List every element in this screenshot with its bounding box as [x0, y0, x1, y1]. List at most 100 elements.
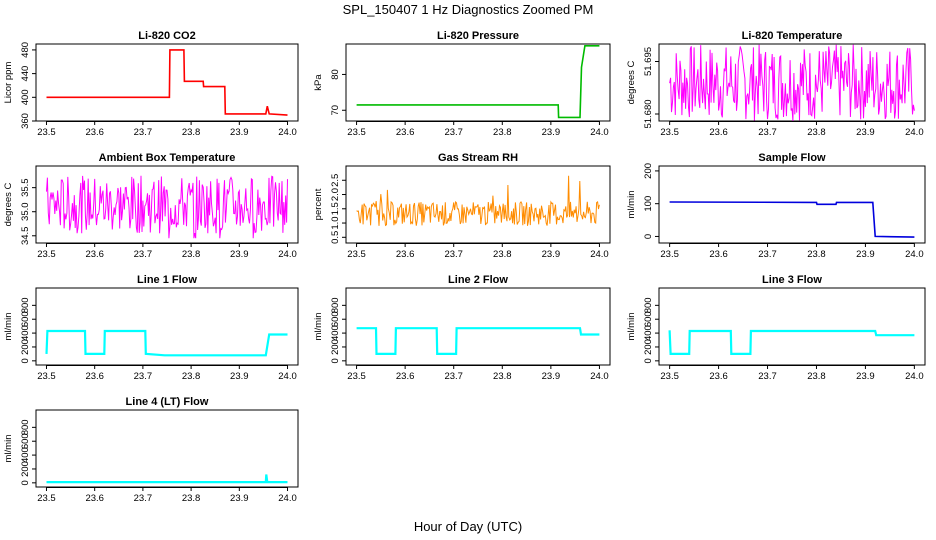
x-tick-label: 23.6	[396, 249, 415, 260]
series-line	[46, 474, 288, 484]
x-tick-label: 23.5	[347, 127, 366, 138]
y-tick-label: 800	[20, 419, 31, 435]
panel-2: Li-820 Pressure kPa 23.5 23.6 23.7 23.8 23.9 24…	[313, 30, 611, 138]
panel-1: Li-820 CO2 Licor ppm 23.5 23.6 23.7 23.8 23.9 2…	[3, 30, 299, 138]
panel-title: Gas Stream RH	[438, 152, 518, 164]
x-tick-label: 24.0	[278, 127, 297, 138]
panel-title: Li-820 Temperature	[742, 30, 843, 42]
y-tick-label: 200	[20, 339, 31, 355]
panel-4: Ambient Box Temperature degrees C 23.5 23.6…	[3, 152, 299, 260]
y-tick-label: 400	[20, 325, 31, 341]
y-tick-label: 35.5	[20, 178, 31, 197]
panel-title: Line 1 Flow	[137, 274, 197, 286]
y-tick-label: 2.5	[330, 174, 341, 187]
y-axis-label: ml/min	[626, 191, 637, 219]
x-tick-label: 24.0	[905, 371, 924, 382]
x-tick-label: 24.0	[590, 127, 609, 138]
y-tick-label: 800	[643, 297, 654, 313]
x-tick-label: 23.5	[37, 127, 56, 138]
y-tick-label: 600	[643, 311, 654, 327]
x-tick-label: 24.0	[905, 249, 924, 260]
y-tick-label: 600	[20, 433, 31, 449]
x-tick-label: 23.8	[182, 249, 201, 260]
y-tick-label: 800	[330, 297, 341, 313]
x-tick-label: 23.6	[85, 249, 104, 260]
y-tick-label: 400	[20, 447, 31, 463]
plot-frame	[345, 43, 611, 122]
x-tick-label: 23.7	[134, 493, 153, 504]
y-tick-label: 0.5	[330, 231, 341, 244]
x-tick-label: 23.6	[396, 371, 415, 382]
x-tick-label: 23.8	[493, 249, 512, 260]
x-tick-label: 23.8	[807, 249, 826, 260]
y-axis-label: ml/min	[3, 313, 14, 341]
x-tick-label: 23.7	[134, 249, 153, 260]
y-tick-label: 0	[20, 358, 31, 363]
x-tick-label: 23.8	[493, 127, 512, 138]
panel-title: Line 2 Flow	[448, 274, 508, 286]
y-tick-label: 360	[20, 113, 31, 129]
y-tick-label: 80	[330, 69, 341, 80]
plot-frame	[658, 165, 926, 244]
y-tick-label: 400	[643, 325, 654, 341]
x-tick-label: 23.8	[807, 127, 826, 138]
series-line	[46, 49, 288, 116]
x-tick-label: 23.8	[182, 371, 201, 382]
x-tick-label: 23.8	[182, 127, 201, 138]
x-tick-label: 23.7	[758, 127, 777, 138]
x-tick-label: 23.5	[37, 249, 56, 260]
series-line	[356, 45, 600, 119]
x-tick-label: 23.9	[230, 493, 249, 504]
y-axis-label: ml/min	[313, 313, 324, 341]
y-tick-label: 200	[643, 163, 654, 179]
series-line	[669, 201, 915, 238]
x-tick-label: 24.0	[590, 371, 609, 382]
x-tick-label: 23.8	[493, 371, 512, 382]
panel-3: Li-820 Temperature degrees C 23.5 23.6 23.7 2…	[626, 30, 926, 138]
y-axis-label: percent	[313, 188, 324, 220]
x-tick-label: 23.7	[134, 371, 153, 382]
figure-title: SPL_150407 1 Hz Diagnostics Zoomed PM	[343, 2, 594, 17]
x-tick-label: 23.9	[230, 249, 249, 260]
panel-title: Li-820 CO2	[138, 30, 195, 42]
panel-7: Line 1 Flow ml/min 23.5 23.6 23.7 23.8 23.9 24.…	[3, 274, 299, 382]
y-tick-label: 51.695	[643, 47, 654, 76]
y-tick-label: 100	[643, 196, 654, 212]
x-tick-label: 23.5	[660, 249, 679, 260]
x-tick-label: 23.5	[347, 249, 366, 260]
y-axis-label: degrees C	[3, 182, 14, 226]
y-tick-label: 400	[20, 89, 31, 105]
series-line	[45, 329, 288, 357]
x-tick-label: 23.7	[758, 371, 777, 382]
x-tick-label: 23.9	[856, 127, 875, 138]
x-tick-label: 23.6	[85, 371, 104, 382]
panel-10: Line 4 (LT) Flow ml/min 23.5 23.6 23.7 23.8 23…	[3, 396, 299, 504]
plot-frame	[35, 43, 299, 122]
x-tick-label: 23.5	[347, 371, 366, 382]
x-tick-label: 24.0	[278, 493, 297, 504]
x-tick-label: 23.7	[444, 371, 463, 382]
y-tick-label: 0	[643, 358, 654, 363]
y-axis-label: Licor ppm	[3, 62, 14, 104]
x-tick-label: 24.0	[278, 249, 297, 260]
x-tick-label: 23.5	[37, 371, 56, 382]
x-tick-label: 24.0	[905, 127, 924, 138]
series-line	[356, 175, 600, 227]
x-tick-label: 23.9	[856, 371, 875, 382]
x-tick-label: 23.9	[542, 371, 561, 382]
x-tick-label: 23.5	[660, 371, 679, 382]
x-tick-label: 23.9	[856, 249, 875, 260]
panels-group: Li-820 CO2 Licor ppm 23.5 23.6 23.7 23.8 23.9 2…	[3, 30, 926, 504]
x-tick-label: 23.6	[709, 249, 728, 260]
y-tick-label: 0	[330, 358, 341, 363]
panel-8: Line 2 Flow ml/min 23.5 23.6 23.7 23.8 23.9 24.…	[313, 274, 611, 382]
x-tick-label: 23.9	[230, 127, 249, 138]
panel-title: Line 3 Flow	[762, 274, 822, 286]
y-tick-label: 70	[330, 105, 341, 116]
y-tick-label: 480	[20, 42, 31, 58]
x-tick-label: 23.6	[709, 127, 728, 138]
x-tick-label: 23.7	[758, 249, 777, 260]
y-axis-label: ml/min	[626, 313, 637, 341]
x-tick-label: 23.7	[444, 127, 463, 138]
